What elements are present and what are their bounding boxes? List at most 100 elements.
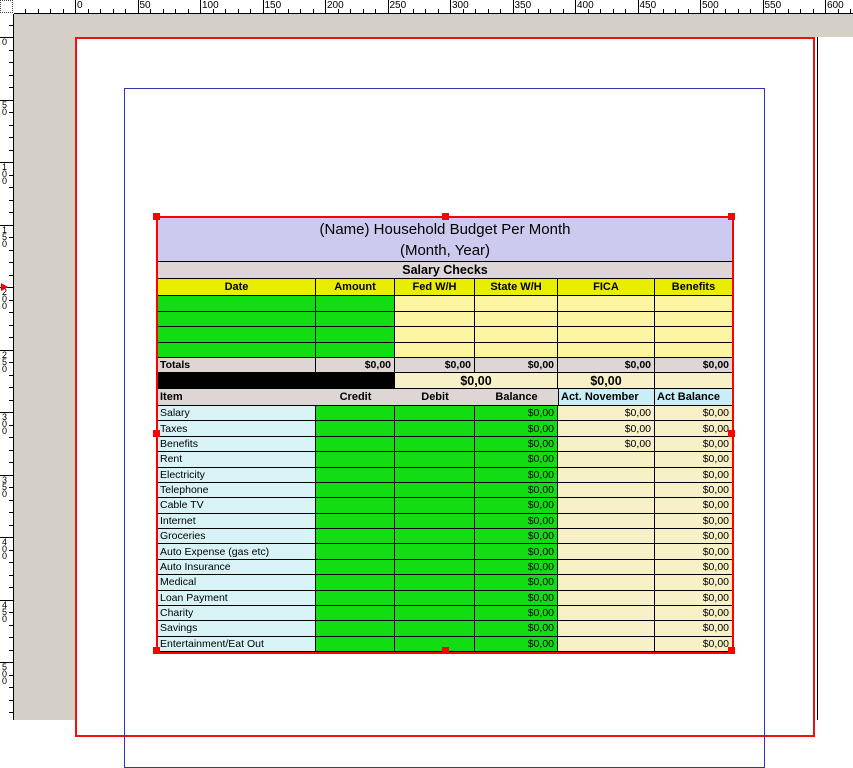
salary-entry-cell[interactable]	[475, 296, 558, 311]
item-credit[interactable]	[316, 575, 395, 590]
item-balance[interactable]: $0,00	[475, 467, 558, 482]
item-act-balance[interactable]: $0,00	[655, 529, 732, 544]
salary-column-header-row[interactable]: Date Amount Fed W/H State W/H FICA Benefits	[158, 279, 732, 296]
item-act-november[interactable]	[558, 452, 655, 467]
summary-empty-cell[interactable]	[655, 373, 732, 388]
budget-col-header-item[interactable]: Item	[158, 389, 316, 405]
selection-handle-middle-right[interactable]	[728, 430, 735, 437]
item-act-balance[interactable]: $0,00	[655, 452, 732, 467]
item-balance[interactable]: $0,00	[475, 636, 558, 651]
salary-entry-cell[interactable]	[558, 327, 655, 342]
selection-handle-bottom-right[interactable]	[728, 647, 735, 654]
item-act-balance[interactable]: $0,00	[655, 406, 732, 421]
item-act-balance[interactable]: $0,00	[655, 544, 732, 559]
item-debit[interactable]	[395, 452, 475, 467]
salary-entry-cell[interactable]	[316, 342, 395, 357]
summary-row[interactable]: $0,00 $0,00	[158, 373, 732, 389]
selection-handle-top-center[interactable]	[442, 213, 449, 220]
item-credit[interactable]	[316, 559, 395, 575]
item-debit[interactable]	[395, 605, 475, 621]
item-balance[interactable]: $0,00	[475, 544, 558, 559]
salary-entry-cell[interactable]	[475, 327, 558, 342]
salary-entry-cell[interactable]	[475, 311, 558, 326]
salary-col-header-fed-w-h[interactable]: Fed W/H	[395, 279, 475, 295]
salary-col-header-fica[interactable]: FICA	[558, 279, 655, 295]
totals-state-wh[interactable]: $0,00	[475, 358, 558, 372]
item-balance[interactable]: $0,00	[475, 482, 558, 498]
item-debit[interactable]	[395, 482, 475, 498]
item-credit[interactable]	[316, 605, 395, 621]
ruler-origin-box[interactable]	[0, 0, 13, 13]
salary-entry-cell[interactable]	[655, 342, 732, 357]
totals-fed-wh[interactable]: $0,00	[395, 358, 475, 372]
item-name[interactable]: Cable TV	[158, 498, 316, 513]
item-balance[interactable]: $0,00	[475, 621, 558, 636]
item-act-november[interactable]	[558, 621, 655, 636]
item-act-november[interactable]	[558, 636, 655, 651]
item-act-balance[interactable]: $0,00	[655, 421, 732, 436]
item-name[interactable]: Telephone	[158, 482, 316, 498]
item-balance[interactable]: $0,00	[475, 575, 558, 590]
item-credit[interactable]	[316, 544, 395, 559]
table-title[interactable]: (Name) Household Budget Per Month (Month…	[158, 218, 732, 262]
item-debit[interactable]	[395, 467, 475, 482]
item-credit[interactable]	[316, 621, 395, 636]
item-credit[interactable]	[316, 406, 395, 421]
salary-entry-cell[interactable]	[655, 311, 732, 326]
salary-entry-cell[interactable]	[558, 296, 655, 311]
selection-handle-bottom-left[interactable]	[153, 647, 160, 654]
item-debit[interactable]	[395, 544, 475, 559]
item-balance[interactable]: $0,00	[475, 406, 558, 421]
salary-checks-header[interactable]: Salary Checks	[158, 262, 732, 279]
item-name[interactable]: Entertainment/Eat Out	[158, 636, 316, 651]
totals-amount[interactable]: $0,00	[316, 358, 395, 372]
item-name[interactable]: Savings	[158, 621, 316, 636]
salary-entry-cell[interactable]	[558, 342, 655, 357]
item-credit[interactable]	[316, 513, 395, 528]
item-act-november[interactable]	[558, 467, 655, 482]
item-name[interactable]: Salary	[158, 406, 316, 421]
selection-handle-bottom-center[interactable]	[442, 647, 449, 654]
item-name[interactable]: Charity	[158, 605, 316, 621]
salary-col-header-amount[interactable]: Amount	[316, 279, 395, 295]
item-act-balance[interactable]: $0,00	[655, 513, 732, 528]
item-act-november[interactable]	[558, 498, 655, 513]
item-credit[interactable]	[316, 421, 395, 436]
item-debit[interactable]	[395, 559, 475, 575]
totals-benefits[interactable]: $0,00	[655, 358, 732, 372]
item-act-november[interactable]	[558, 559, 655, 575]
salary-entry-cell[interactable]	[655, 327, 732, 342]
item-balance[interactable]: $0,00	[475, 605, 558, 621]
budget-table[interactable]: (Name) Household Budget Per Month (Month…	[158, 218, 732, 652]
item-credit[interactable]	[316, 498, 395, 513]
item-name[interactable]: Groceries	[158, 529, 316, 544]
item-act-balance[interactable]: $0,00	[655, 559, 732, 575]
item-act-balance[interactable]: $0,00	[655, 605, 732, 621]
item-debit[interactable]	[395, 529, 475, 544]
selection-handle-top-right[interactable]	[728, 213, 735, 220]
item-name[interactable]: Medical	[158, 575, 316, 590]
item-debit[interactable]	[395, 636, 475, 651]
salary-entry-cell[interactable]	[158, 342, 316, 357]
item-debit[interactable]	[395, 421, 475, 436]
salary-entry-cell[interactable]	[655, 296, 732, 311]
summary-fica-total[interactable]: $0,00	[558, 373, 655, 388]
item-balance[interactable]: $0,00	[475, 590, 558, 605]
totals-fica[interactable]: $0,00	[558, 358, 655, 372]
salary-entry-cell[interactable]	[316, 311, 395, 326]
item-credit[interactable]	[316, 467, 395, 482]
item-balance[interactable]: $0,00	[475, 498, 558, 513]
item-act-balance[interactable]: $0,00	[655, 590, 732, 605]
budget-col-header-debit[interactable]: Debit	[395, 389, 475, 405]
item-act-balance[interactable]: $0,00	[655, 621, 732, 636]
salary-entry-cell[interactable]	[316, 296, 395, 311]
item-name[interactable]: Auto Expense (gas etc)	[158, 544, 316, 559]
salary-entry-cell[interactable]	[158, 327, 316, 342]
salary-entry-cell[interactable]	[395, 342, 475, 357]
item-name[interactable]: Electricity	[158, 467, 316, 482]
item-act-november[interactable]: $0,00	[558, 406, 655, 421]
selection-handle-middle-left[interactable]	[153, 430, 160, 437]
item-act-november[interactable]	[558, 590, 655, 605]
item-name[interactable]: Internet	[158, 513, 316, 528]
top-ruler[interactable]: 0 50 100 150 200 250 300 350 400 450 500 550 600	[14, 0, 853, 14]
